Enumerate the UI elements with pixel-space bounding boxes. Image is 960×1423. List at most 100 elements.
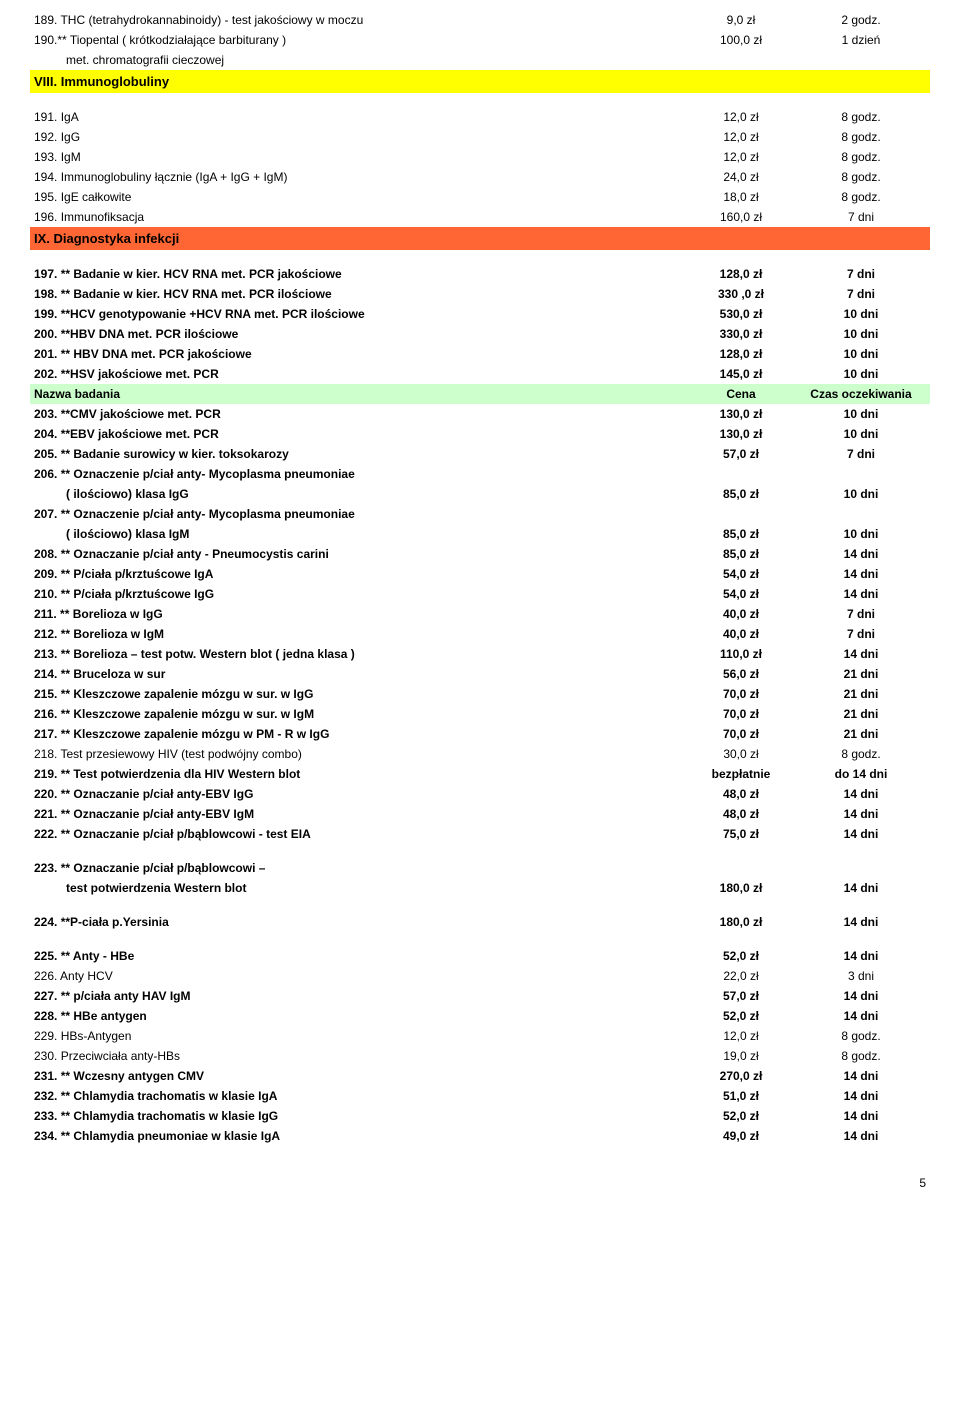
test-wait-time: 8 godz.: [796, 1047, 926, 1065]
test-price: 130,0 zł: [686, 425, 796, 443]
test-price: 9,0 zł: [686, 11, 796, 29]
test-wait-time: [796, 859, 926, 877]
test-name: 198. ** Badanie w kier. HCV RNA met. PCR…: [34, 285, 686, 303]
spacer: [30, 844, 930, 858]
table-row: 216. ** Kleszczowe zapalenie mózgu w sur…: [30, 704, 930, 724]
table-row: 193. IgM12,0 zł8 godz.: [30, 147, 930, 167]
test-name: 205. ** Badanie surowicy w kier. toksoka…: [34, 445, 686, 463]
test-name: 213. ** Borelioza – test potw. Western b…: [34, 645, 686, 663]
test-wait-time: [796, 465, 926, 483]
test-price: 85,0 zł: [686, 545, 796, 563]
test-name: ( ilościowo) klasa IgM: [34, 525, 686, 543]
test-price: 56,0 zł: [686, 665, 796, 683]
test-name: 195. IgE całkowite: [34, 188, 686, 206]
test-name: 225. ** Anty - HBe: [34, 947, 686, 965]
test-wait-time: 3 dni: [796, 967, 926, 985]
test-name: 230. Przeciwciała anty-HBs: [34, 1047, 686, 1065]
table-row: 200. **HBV DNA met. PCR ilościowe330,0 z…: [30, 324, 930, 344]
table-row: 203. **CMV jakościowe met. PCR130,0 zł10…: [30, 404, 930, 424]
test-wait-time: 14 dni: [796, 1087, 926, 1105]
test-price: 49,0 zł: [686, 1127, 796, 1145]
test-name: 224. **P-ciała p.Yersinia: [34, 913, 686, 931]
table-row: 232. ** Chlamydia trachomatis w klasie I…: [30, 1086, 930, 1106]
test-name: 191. IgA: [34, 108, 686, 126]
test-wait-time: 14 dni: [796, 585, 926, 603]
test-name: 227. ** p/ciała anty HAV IgM: [34, 987, 686, 1005]
test-name: 202. **HSV jakościowe met. PCR: [34, 365, 686, 383]
table-row: ( ilościowo) klasa IgM85,0 zł10 dni: [30, 524, 930, 544]
test-wait-time: 14 dni: [796, 825, 926, 843]
test-wait-time: 14 dni: [796, 805, 926, 823]
test-name: 229. HBs-Antygen: [34, 1027, 686, 1045]
test-name: 218. Test przesiewowy HIV (test podwójny…: [34, 745, 686, 763]
table-row: 199. **HCV genotypowanie +HCV RNA met. P…: [30, 304, 930, 324]
test-price: 85,0 zł: [686, 525, 796, 543]
test-name: ( ilościowo) klasa IgG: [34, 485, 686, 503]
table-row: 207. ** Oznaczenie p/ciał anty- Mycoplas…: [30, 504, 930, 524]
table-row: 222. ** Oznaczanie p/ciał p/bąblowcowi -…: [30, 824, 930, 844]
table-row: 217. ** Kleszczowe zapalenie mózgu w PM …: [30, 724, 930, 744]
column-header-row: Nazwa badaniaCenaCzas oczekiwania: [30, 384, 930, 404]
test-wait-time: 1 dzień: [796, 31, 926, 49]
test-wait-time: 10 dni: [796, 325, 926, 343]
test-name: 206. ** Oznaczenie p/ciał anty- Mycoplas…: [34, 465, 686, 483]
test-wait-time: 7 dni: [796, 208, 926, 226]
test-name: 226. Anty HCV: [34, 967, 686, 985]
test-wait-time: 8 godz.: [796, 745, 926, 763]
test-wait-time: 7 dni: [796, 265, 926, 283]
test-name: 199. **HCV genotypowanie +HCV RNA met. P…: [34, 305, 686, 323]
test-wait-time: 8 godz.: [796, 168, 926, 186]
test-price: 51,0 zł: [686, 1087, 796, 1105]
test-wait-time: 2 godz.: [796, 11, 926, 29]
table-row: 215. ** Kleszczowe zapalenie mózgu w sur…: [30, 684, 930, 704]
test-price: 128,0 zł: [686, 345, 796, 363]
test-name: 231. ** Wczesny antygen CMV: [34, 1067, 686, 1085]
table-row: 234. ** Chlamydia pneumoniae w klasie Ig…: [30, 1126, 930, 1146]
test-price: 70,0 zł: [686, 725, 796, 743]
test-price: 330 ,0 zł: [686, 285, 796, 303]
test-wait-time: 14 dni: [796, 1007, 926, 1025]
test-price: 180,0 zł: [686, 879, 796, 897]
table-row: 211. ** Borelioza w IgG40,0 zł7 dni: [30, 604, 930, 624]
test-wait-time: 8 godz.: [796, 148, 926, 166]
test-name: 200. **HBV DNA met. PCR ilościowe: [34, 325, 686, 343]
table-row: 195. IgE całkowite18,0 zł8 godz.: [30, 187, 930, 207]
test-price: 70,0 zł: [686, 705, 796, 723]
table-row: 208. ** Oznaczanie p/ciał anty - Pneumoc…: [30, 544, 930, 564]
test-name: 233. ** Chlamydia trachomatis w klasie I…: [34, 1107, 686, 1125]
test-wait-time: 21 dni: [796, 685, 926, 703]
test-price: 75,0 zł: [686, 825, 796, 843]
table-row: 226. Anty HCV22,0 zł3 dni: [30, 966, 930, 986]
table-row-continuation: met. chromatografii cieczowej: [30, 50, 930, 70]
table-row: 191. IgA12,0 zł8 godz.: [30, 107, 930, 127]
header-price: Cena: [686, 385, 796, 403]
table-row: 204. **EBV jakościowe met. PCR130,0 zł10…: [30, 424, 930, 444]
test-price: 18,0 zł: [686, 188, 796, 206]
table-row: test potwierdzenia Western blot180,0 zł1…: [30, 878, 930, 898]
test-name: 190.** Tiopental ( krótkodziałające barb…: [34, 31, 686, 49]
test-price: 48,0 zł: [686, 805, 796, 823]
table-row: 223. ** Oznaczanie p/ciał p/bąblowcowi –: [30, 858, 930, 878]
test-wait-time: 14 dni: [796, 565, 926, 583]
test-price: 180,0 zł: [686, 913, 796, 931]
test-price: 40,0 zł: [686, 625, 796, 643]
test-name: 228. ** HBe antygen: [34, 1007, 686, 1025]
test-wait-time: 10 dni: [796, 305, 926, 323]
test-name: 221. ** Oznaczanie p/ciał anty-EBV IgM: [34, 805, 686, 823]
test-wait-time: 8 godz.: [796, 1027, 926, 1045]
table-row: 206. ** Oznaczenie p/ciał anty- Mycoplas…: [30, 464, 930, 484]
test-price: 100,0 zł: [686, 31, 796, 49]
test-name: 219. ** Test potwierdzenia dla HIV Weste…: [34, 765, 686, 783]
test-wait-time: 21 dni: [796, 725, 926, 743]
table-row: 225. ** Anty - HBe52,0 zł14 dni: [30, 946, 930, 966]
table-row: 218. Test przesiewowy HIV (test podwójny…: [30, 744, 930, 764]
table-row: 231. ** Wczesny antygen CMV270,0 zł14 dn…: [30, 1066, 930, 1086]
test-name: 189. THC (tetrahydrokannabinoidy) - test…: [34, 11, 686, 29]
header-name: Nazwa badania: [34, 385, 686, 403]
test-price: 22,0 zł: [686, 967, 796, 985]
test-price: 54,0 zł: [686, 565, 796, 583]
test-name-cont: met. chromatografii cieczowej: [34, 51, 926, 69]
test-wait-time: 7 dni: [796, 625, 926, 643]
table-row: 214. ** Bruceloza w sur56,0 zł21 dni: [30, 664, 930, 684]
test-name: 203. **CMV jakościowe met. PCR: [34, 405, 686, 423]
